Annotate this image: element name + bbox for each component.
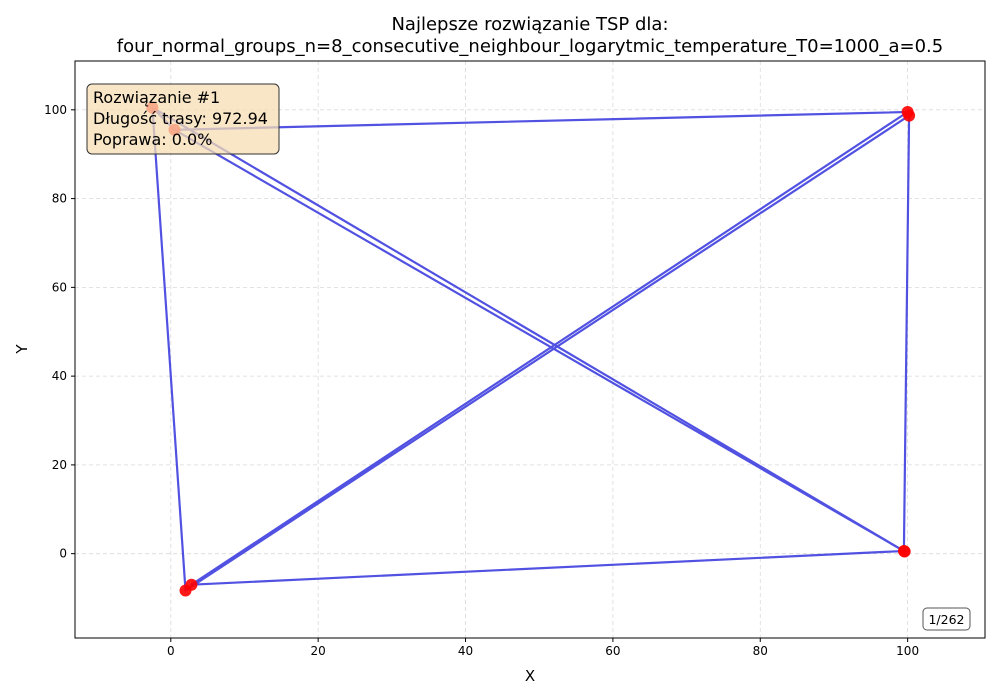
y-tick-label: 60: [52, 280, 67, 294]
y-tick-label: 20: [52, 458, 67, 472]
info-box-background: [86, 83, 280, 155]
x-tick-label: 0: [167, 644, 175, 658]
x-tick-label: 60: [605, 644, 620, 658]
x-tick-label: 80: [753, 644, 768, 658]
route-lines: [151, 106, 911, 592]
y-tick-label: 100: [44, 103, 67, 117]
y-tick-label: 40: [52, 369, 67, 383]
chart-title-line1: Najlepsze rozwiązanie TSP dla:: [391, 14, 668, 35]
info-box: Rozwiązanie #1 Długość trasy: 972.94 Pop…: [86, 83, 280, 155]
city-point: [898, 545, 911, 558]
improvement: Poprawa: 0.0%: [93, 130, 212, 149]
plot-area-frame: [74, 60, 986, 639]
frame-counter-background: [922, 607, 971, 631]
frame-counter: 1/262: [928, 612, 964, 627]
x-axis-ticks: 0 20 40 60 80 100: [167, 638, 919, 658]
y-axis-ticks: 0 20 40 60 80 100: [44, 103, 75, 561]
y-tick-label: 0: [59, 547, 67, 561]
city-point: [903, 109, 916, 122]
x-tick-label: 20: [311, 644, 326, 658]
route-length: Długość trasy: 972.94: [93, 109, 268, 128]
route-path: [151, 106, 911, 592]
y-axis-label: Y: [13, 344, 31, 355]
x-tick-label: 100: [896, 644, 919, 658]
frame-counter-box: 1/262: [922, 607, 971, 631]
city-point: [179, 584, 192, 597]
city-points: [146, 101, 916, 597]
chart-title-line2: four_normal_groups_n=8_consecutive_neigh…: [117, 36, 943, 57]
x-tick-label: 40: [458, 644, 473, 658]
solution-number: Rozwiązanie #1: [93, 88, 220, 107]
x-axis-label: X: [525, 667, 535, 685]
y-tick-label: 80: [52, 192, 67, 206]
